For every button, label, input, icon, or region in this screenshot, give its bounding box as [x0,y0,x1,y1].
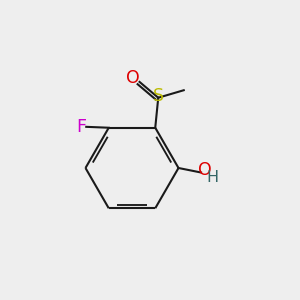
Text: F: F [76,118,86,136]
Text: S: S [153,87,164,105]
Text: O: O [127,69,140,87]
Text: H: H [206,170,218,185]
Text: O: O [198,161,212,179]
